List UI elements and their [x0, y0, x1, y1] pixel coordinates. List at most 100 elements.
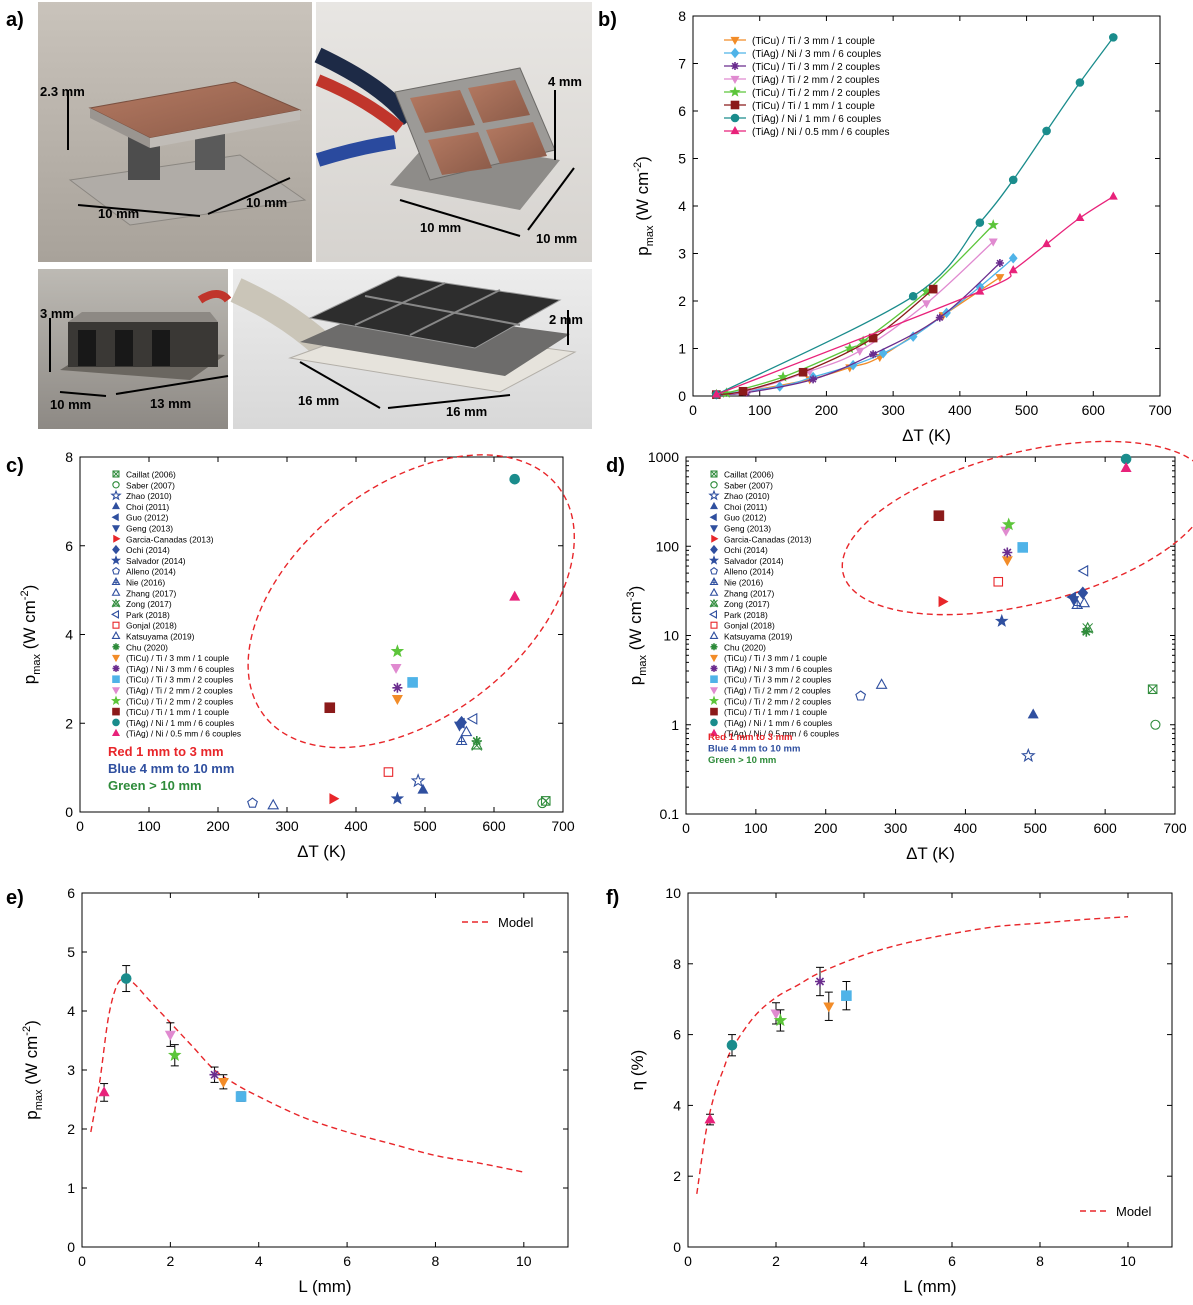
x-tick-label: 10	[516, 1253, 532, 1269]
data-point-shape	[987, 219, 999, 230]
photo-dim-1a: 2.3 mm	[40, 84, 85, 99]
legend-label: Zong (2017)	[724, 599, 770, 609]
size-legend-label: Red 1 mm to 3 mm	[708, 732, 792, 743]
photo-dim-3c: 13 mm	[150, 396, 191, 411]
data-point	[975, 218, 985, 227]
legend-label: Caillat (2006)	[126, 470, 176, 480]
data-point-shape	[466, 712, 478, 725]
data-point-shape	[1150, 719, 1161, 730]
legend-label: (TiCu) / Ti / 1 mm / 1 couple	[724, 707, 827, 717]
legend-label: Model	[498, 915, 534, 930]
data-point-shape	[726, 1039, 738, 1051]
legend-label: (TiCu) / Ti / 2 mm / 2 couples	[126, 696, 233, 706]
data-point-shape	[933, 510, 945, 521]
photo-dim-4c: 16 mm	[446, 404, 487, 419]
chart-f: 0 2 4 6 8 10 0 2 4 6 8 10 L (mm) η (%) Model	[628, 885, 1173, 1296]
legend-label: Katsuyama (2019)	[126, 632, 195, 642]
size-legend-label: Red 1 mm to 3 mm	[108, 744, 224, 759]
data-point-shape	[908, 291, 918, 301]
legend-marker	[709, 513, 717, 522]
legend-label: Nie (2016)	[126, 578, 165, 588]
legend-marker	[710, 470, 718, 478]
data-point-cross	[541, 796, 551, 806]
x-axis-label: ΔT (K)	[297, 842, 346, 861]
data-point-shape	[928, 284, 938, 294]
data-point	[1077, 586, 1089, 600]
data-point	[509, 590, 521, 601]
y-tick-label: 6	[67, 885, 75, 901]
y-tick-label: 6	[65, 538, 73, 554]
legend-marker	[112, 643, 120, 651]
x-tick-label: 8	[1036, 1253, 1044, 1269]
data-point-shape	[770, 1009, 782, 1020]
legend-marker	[710, 621, 718, 629]
data-point-shape	[209, 1069, 220, 1080]
data-point	[383, 767, 394, 777]
data-point-shape	[1002, 517, 1016, 531]
data-point-shape	[267, 798, 280, 810]
data-point-shape	[407, 677, 418, 688]
legend-marker	[111, 654, 121, 663]
data-point-shape	[704, 1113, 716, 1124]
legend-label: Zong (2017)	[126, 599, 172, 609]
legend-marker	[709, 587, 719, 596]
data-point-shape	[815, 976, 825, 987]
legend-marker	[710, 675, 718, 684]
legend-marker	[111, 525, 121, 533]
series-line	[716, 241, 994, 396]
legend-marker-plus	[711, 578, 717, 585]
data-point	[537, 798, 548, 809]
data-point	[770, 1009, 782, 1020]
data-point	[120, 973, 132, 984]
data-point-shape	[164, 1030, 176, 1041]
legend-marker	[709, 501, 719, 510]
legend-marker	[730, 100, 740, 110]
data-point-shape	[855, 690, 867, 701]
x-tick-label: 200	[815, 402, 839, 418]
data-point	[509, 473, 521, 485]
y-tick-label: 7	[678, 56, 686, 72]
legend-marker-shape	[112, 544, 120, 555]
photo-dim-4a: 2 mm	[549, 312, 583, 327]
data-point	[1042, 238, 1052, 248]
x-tick-label: 200	[814, 820, 838, 836]
legend-marker-shape	[112, 481, 120, 489]
data-point	[908, 291, 918, 301]
legend-label: Caillat (2006)	[724, 470, 774, 480]
x-tick-label: 500	[1015, 402, 1039, 418]
data-point	[1150, 719, 1161, 730]
size-legend-label: Blue 4 mm to 10 mm	[108, 761, 234, 776]
legend-marker-shape	[111, 513, 119, 522]
panel-label-d: d)	[606, 455, 625, 477]
legend-marker-cross	[710, 470, 718, 478]
photo-dim-2b: 10 mm	[420, 220, 461, 235]
data-point	[235, 1091, 247, 1102]
legend-marker-shape	[111, 525, 121, 533]
legend-marker	[110, 695, 122, 706]
legend-label: Zhao (2010)	[724, 491, 770, 501]
y-tick-label: 3	[67, 1062, 75, 1078]
chart-e: 0 2 4 6 8 10 0 1 2 3 4 5 6 L (mm) pmax (W cm-2) Model	[21, 885, 569, 1296]
y-tick-label: 2	[673, 1168, 681, 1184]
x-axis-label: ΔT (K)	[906, 844, 955, 863]
data-point-cross	[1148, 684, 1158, 694]
data-point	[875, 678, 888, 689]
y-tick-label: 4	[673, 1097, 681, 1113]
data-point-shape	[537, 798, 548, 809]
legend-label: (TiAg) / Ni / 3 mm / 6 couples	[724, 664, 832, 674]
photo-dim-2c: 10 mm	[536, 231, 577, 246]
photo-dim-3b: 10 mm	[50, 397, 91, 412]
data-point	[1075, 212, 1085, 221]
legend-marker	[730, 36, 740, 46]
legend-label: Zhang (2017)	[126, 588, 176, 598]
y-tick-label: 5	[67, 944, 75, 960]
data-point	[1108, 191, 1118, 200]
data-point	[938, 596, 949, 608]
x-tick-label: 400	[954, 820, 978, 836]
panel-label-b: b)	[598, 9, 617, 31]
legend-marker-shape	[111, 598, 121, 607]
legend-label: (TiCu) / Ti / 3 mm / 2 couples	[752, 62, 880, 73]
data-point-shape	[460, 725, 473, 737]
photo-device-2	[314, 2, 592, 262]
